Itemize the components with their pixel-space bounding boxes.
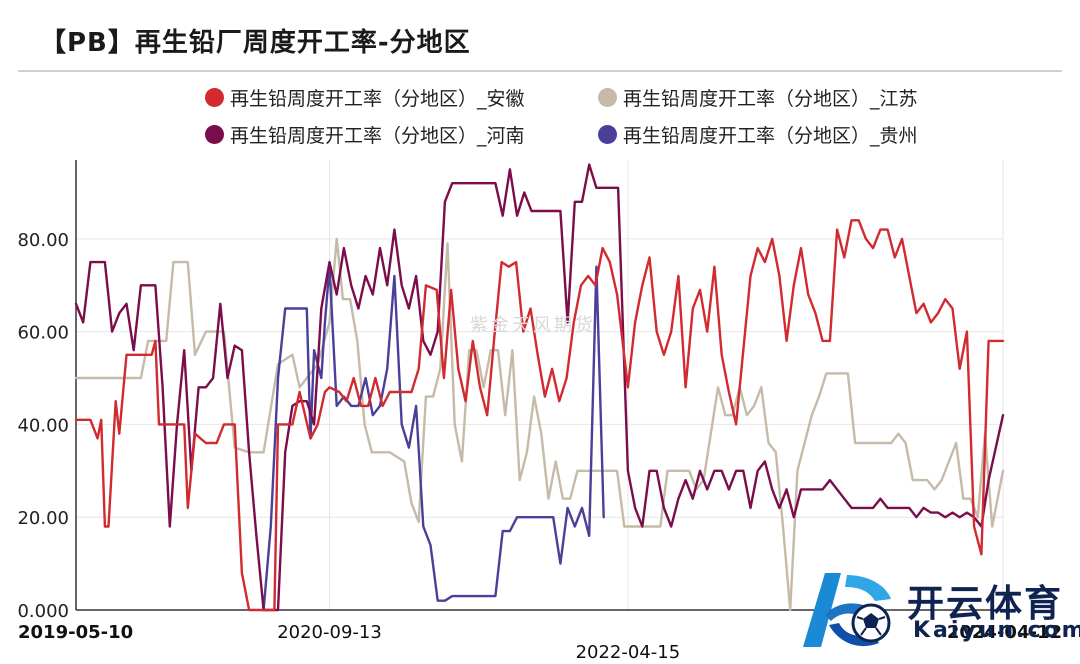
x-tick-label: 2024-04-12 xyxy=(947,622,1062,643)
legend-label-jiangsu: 再生铅周度开工率（分地区）_江苏 xyxy=(623,88,918,110)
legend-marker-guizhou xyxy=(598,125,617,144)
series-line-jiangsu xyxy=(74,237,1005,612)
legend-item-guizhou[interactable]: 再生铅周度开工率（分地区）_贵州 xyxy=(598,121,918,148)
logo-emblem-icon xyxy=(803,573,891,647)
logo-text-cn: 开云体育 xyxy=(907,582,1063,625)
legend-marker-jiangsu xyxy=(598,88,617,107)
legend-item-anhui[interactable]: 再生铅周度开工率（分地区）_安徽 xyxy=(205,84,525,111)
title-divider xyxy=(18,70,1062,72)
x-tick-label: 2019-05-10 xyxy=(18,622,133,643)
y-tick-label: 80.00 xyxy=(17,230,69,251)
legend-item-henan[interactable]: 再生铅周度开工率（分地区）_河南 xyxy=(205,121,525,148)
series-line-henan xyxy=(74,163,1005,612)
x-tick-label: 2022-04-15 xyxy=(576,642,681,663)
y-tick-label: 40.00 xyxy=(17,415,69,436)
x-tick-label: 2020-09-13 xyxy=(277,622,382,643)
legend-item-jiangsu[interactable]: 再生铅周度开工率（分地区）_江苏 xyxy=(598,84,918,111)
y-tick-label: 60.00 xyxy=(17,323,69,344)
series-line-anhui xyxy=(74,219,1005,612)
page-title: 【PB】再生铅厂周度开工率-分地区 xyxy=(40,28,471,58)
legend-marker-henan xyxy=(205,125,224,144)
logo-text-en: Kaiyun.com xyxy=(913,618,1080,643)
y-tick-label: 0.000 xyxy=(17,601,69,622)
watermark-text: 紫金天风期货 xyxy=(470,315,596,336)
legend-marker-anhui xyxy=(205,88,224,107)
legend-label-anhui: 再生铅周度开工率（分地区）_安徽 xyxy=(230,88,525,110)
y-tick-label: 20.00 xyxy=(17,508,69,529)
legend-label-guizhou: 再生铅周度开工率（分地区）_贵州 xyxy=(623,125,918,147)
brand-logo: 开云体育 Kaiyun.com xyxy=(795,565,1080,655)
series-line-guizhou xyxy=(262,265,605,612)
legend-label-henan: 再生铅周度开工率（分地区）_河南 xyxy=(230,125,525,147)
